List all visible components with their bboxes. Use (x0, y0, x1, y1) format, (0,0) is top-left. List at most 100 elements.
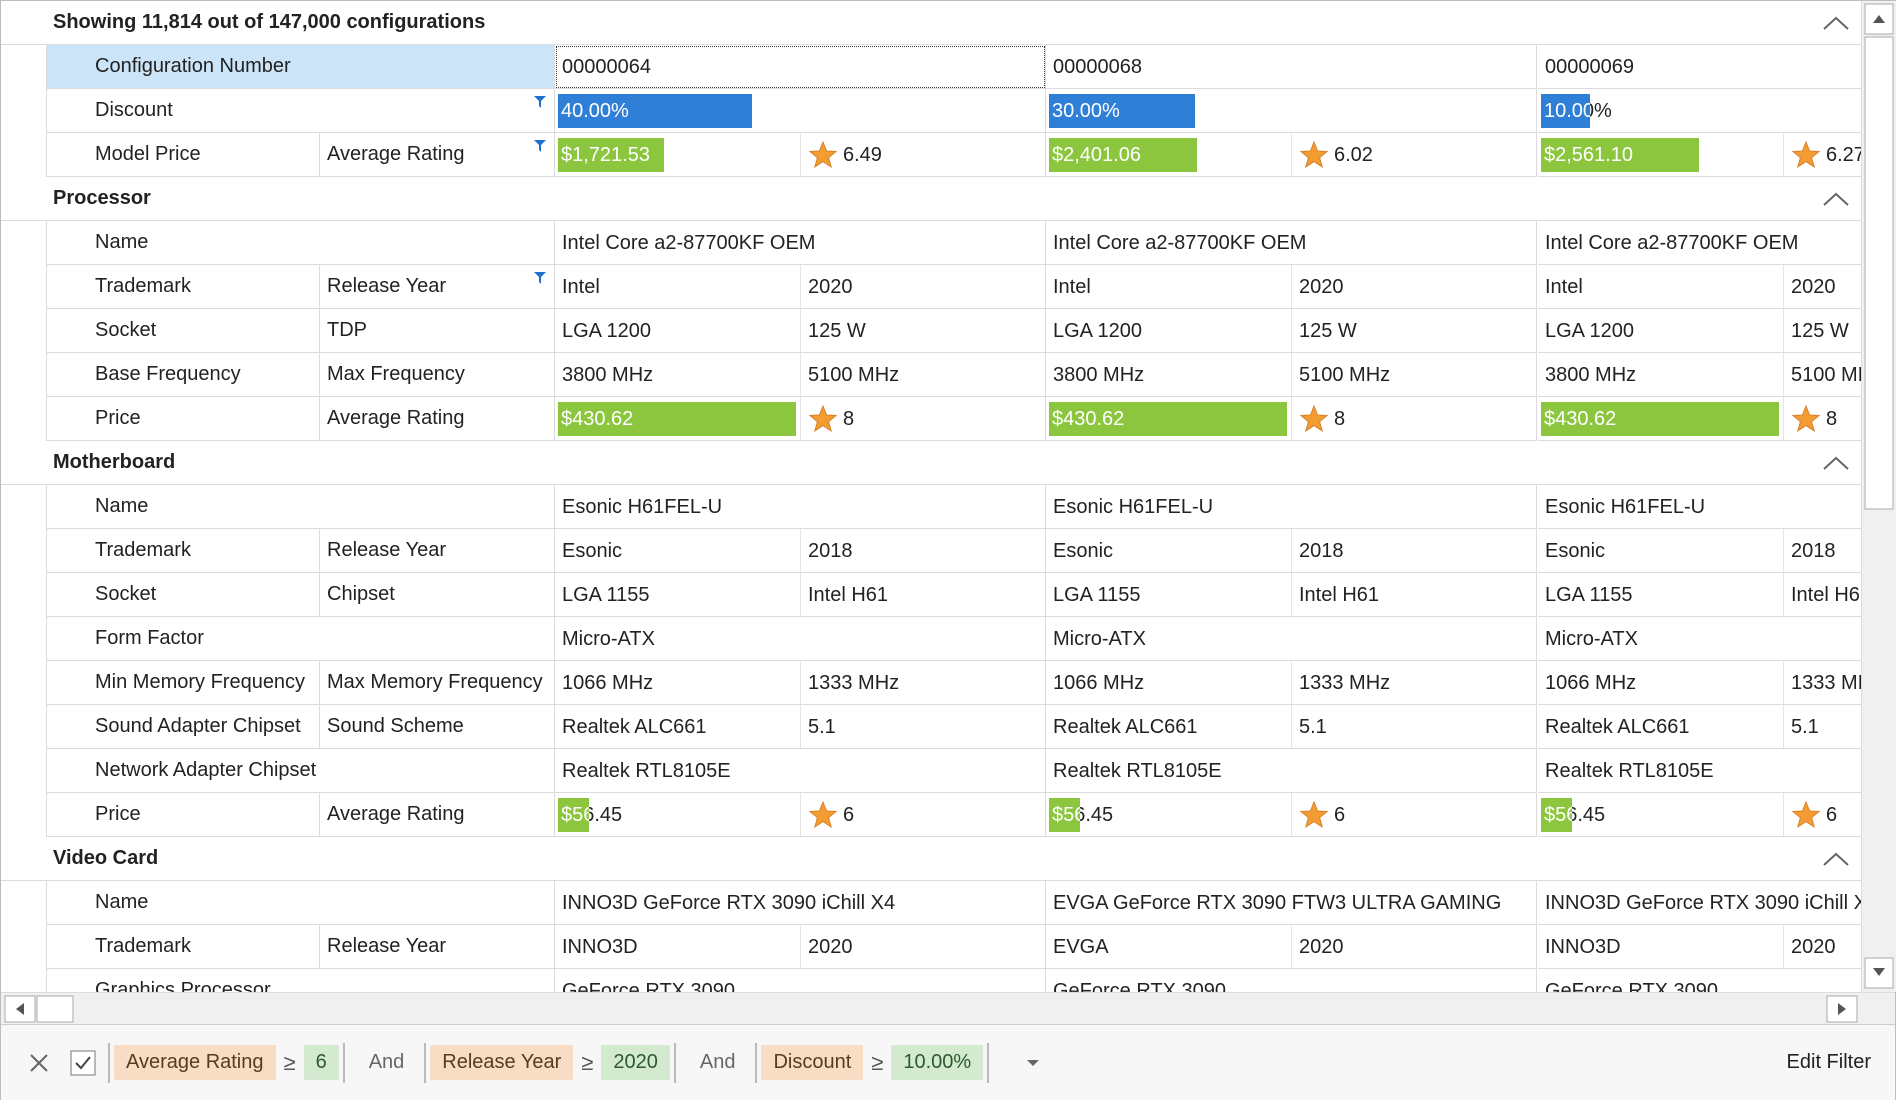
value-cell[interactable]: $56.45$56.456 (1046, 793, 1537, 837)
value-cell[interactable]: INNO3D 2020 (1538, 925, 1861, 969)
row-label[interactable]: Model Price (46, 133, 320, 177)
value-cell[interactable]: LGA 1155 Intel H61 (555, 573, 1046, 617)
value-cell[interactable]: $430.62$430.628 (1046, 397, 1537, 441)
collapse-button[interactable] (1821, 13, 1851, 33)
row-label[interactable]: Network Adapter Chipset (46, 749, 555, 793)
value-cell[interactable]: Esonic H61FEL-U (1538, 485, 1861, 529)
row-label[interactable]: Graphics Processor (46, 969, 555, 992)
row-label[interactable]: Socket (46, 573, 320, 617)
value-cell[interactable]: $2,401.06$2,401.066.02 (1046, 133, 1537, 177)
value-cell[interactable]: LGA 1200 125 W (1046, 309, 1537, 353)
filter-field[interactable]: Release Year (430, 1045, 574, 1080)
scroll-thumb[interactable] (36, 995, 74, 1023)
filter-icon[interactable] (533, 95, 547, 109)
row-label[interactable]: Name (46, 881, 555, 925)
value-cell[interactable]: Realtek ALC661 5.1 (555, 705, 1046, 749)
value-cell[interactable]: EVGA GeForce RTX 3090 FTW3 ULTRA GAMING (1046, 881, 1537, 925)
value-cell[interactable]: Intel 2020 (1046, 265, 1537, 309)
value-cell[interactable]: $430.62$430.628 (1538, 397, 1861, 441)
filter-icon[interactable] (533, 271, 547, 285)
value-cell[interactable]: Esonic 2018 (1046, 529, 1537, 573)
value-cell[interactable]: GeForce RTX 3090 (1046, 969, 1537, 992)
row-label[interactable]: Release Year (320, 925, 555, 969)
row-label[interactable]: Average Rating (320, 793, 555, 837)
filter-value[interactable]: 10.00% (891, 1045, 984, 1080)
scroll-thumb[interactable] (1864, 36, 1894, 510)
value-cell[interactable]: INNO3D GeForce RTX 3090 iChill X4 (555, 881, 1046, 925)
value-cell[interactable]: 00000069 (1538, 45, 1861, 89)
row-label[interactable]: Average Rating (320, 397, 555, 441)
value-cell[interactable]: 40.00%40.00% (555, 89, 1046, 133)
collapse-button[interactable] (1821, 849, 1851, 869)
value-cell[interactable]: Esonic 2018 (555, 529, 1046, 573)
edit-filter-button[interactable]: Edit Filter (1786, 1051, 1871, 1073)
clear-filter-button[interactable] (28, 1052, 50, 1074)
row-label[interactable]: Sound Scheme (320, 705, 555, 749)
value-cell[interactable]: 30.00%30.00% (1046, 89, 1537, 133)
value-cell[interactable]: $56.45$56.456 (555, 793, 1046, 837)
value-cell[interactable]: LGA 1200 125 W (555, 309, 1046, 353)
row-label[interactable]: Release Year (320, 529, 555, 573)
value-cell[interactable]: Realtek RTL8105E (1538, 749, 1861, 793)
value-cell[interactable]: $1,721.53$1,721.536.49 (555, 133, 1046, 177)
value-cell[interactable]: Realtek ALC661 5.1 (1538, 705, 1861, 749)
row-label[interactable]: Average Rating (320, 133, 555, 177)
value-cell[interactable]: Micro-ATX (555, 617, 1046, 661)
filter-icon[interactable] (533, 139, 547, 153)
row-label[interactable]: Trademark (46, 265, 320, 309)
value-cell[interactable]: Micro-ATX (1046, 617, 1537, 661)
value-cell[interactable]: GeForce RTX 3090 (1538, 969, 1861, 992)
value-cell[interactable]: LGA 1200 125 W (1538, 309, 1861, 353)
vertical-scrollbar[interactable] (1861, 1, 1896, 992)
value-cell[interactable]: INNO3D 2020 (555, 925, 1046, 969)
row-label[interactable]: Sound Adapter Chipset (46, 705, 320, 749)
row-label[interactable]: Price (46, 793, 320, 837)
filter-condition[interactable]: Release Year ≥2020 (424, 1042, 676, 1083)
value-cell[interactable]: Esonic H61FEL-U (555, 485, 1046, 529)
row-label[interactable]: Discount (46, 89, 555, 133)
filter-value[interactable]: 6 (303, 1045, 339, 1080)
row-label[interactable]: Min Memory Frequency (46, 661, 320, 705)
row-label[interactable]: Trademark (46, 529, 320, 573)
filter-operator[interactable]: ≥ (871, 1049, 884, 1075)
value-cell[interactable]: Intel Core a2-87700KF OEM (1046, 221, 1537, 265)
row-label[interactable]: Form Factor (46, 617, 555, 661)
row-label[interactable]: Name (46, 221, 555, 265)
value-cell[interactable]: 3800 MHz 5100 MHz (555, 353, 1046, 397)
row-label[interactable]: Max Frequency (320, 353, 555, 397)
value-cell[interactable]: Intel Core a2-87700KF OEM (555, 221, 1046, 265)
filter-operator[interactable]: ≥ (283, 1049, 296, 1075)
value-cell[interactable]: $430.62$430.628 (555, 397, 1046, 441)
row-label[interactable]: Socket (46, 309, 320, 353)
value-cell[interactable]: GeForce RTX 3090 (555, 969, 1046, 992)
value-cell[interactable]: 3800 MHz 5100 MHz (1046, 353, 1537, 397)
value-cell[interactable]: 3800 MHz 5100 MHz (1538, 353, 1861, 397)
row-label[interactable]: Trademark (46, 925, 320, 969)
filter-condition[interactable]: Average Rating ≥6 (108, 1042, 345, 1083)
enable-filter-checkbox[interactable] (70, 1050, 96, 1076)
row-label[interactable]: Configuration Number (46, 45, 555, 89)
value-cell[interactable]: $56.45$56.456 (1538, 793, 1861, 837)
value-cell[interactable]: 1066 MHz 1333 MHz (1538, 661, 1861, 705)
filter-joiner[interactable]: And (699, 1051, 736, 1073)
value-cell[interactable]: Intel 2020 (555, 265, 1046, 309)
filter-value[interactable]: 2020 (601, 1045, 670, 1080)
value-cell[interactable]: Esonic H61FEL-U (1046, 485, 1537, 529)
filter-operator[interactable]: ≥ (581, 1049, 594, 1075)
value-cell[interactable]: 10.00%10.00% (1538, 89, 1861, 133)
value-cell[interactable]: EVGA 2020 (1046, 925, 1537, 969)
value-cell[interactable]: 1066 MHz 1333 MHz (1046, 661, 1537, 705)
value-cell[interactable]: $2,561.10$2,561.106.27 (1538, 133, 1861, 177)
value-cell[interactable]: 00000068 (1046, 45, 1537, 89)
filter-dropdown[interactable] (1025, 1058, 1041, 1068)
value-cell[interactable]: Realtek ALC661 5.1 (1046, 705, 1537, 749)
value-cell[interactable]: LGA 1155 Intel H61 (1046, 573, 1537, 617)
value-cell[interactable]: 00000064 (555, 45, 1046, 89)
row-label[interactable]: Price (46, 397, 320, 441)
filter-joiner[interactable]: And (368, 1051, 405, 1073)
filter-field[interactable]: Discount (761, 1045, 864, 1080)
value-cell[interactable]: Realtek RTL8105E (555, 749, 1046, 793)
row-label[interactable]: Release Year (320, 265, 555, 309)
row-label[interactable]: TDP (320, 309, 555, 353)
value-cell[interactable]: Micro-ATX (1538, 617, 1861, 661)
